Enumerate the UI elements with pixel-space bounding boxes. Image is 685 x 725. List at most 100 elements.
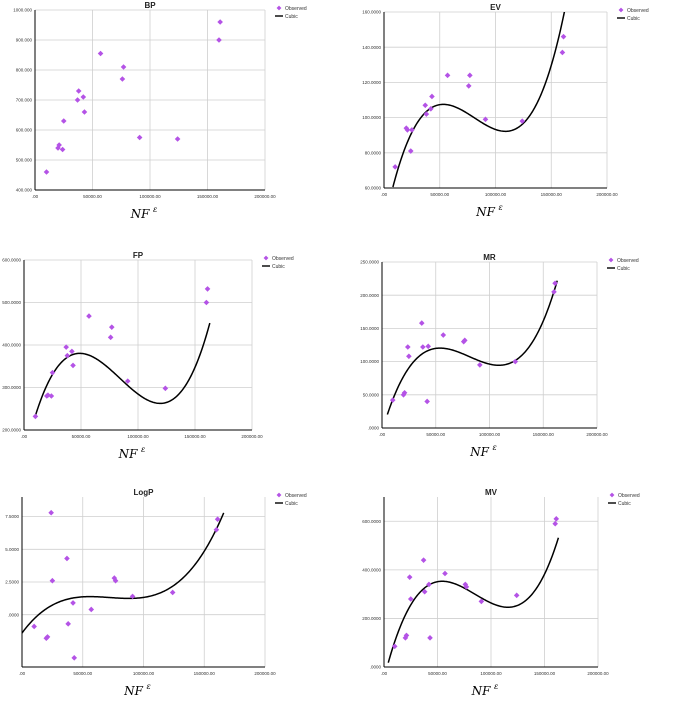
observed-point	[403, 632, 410, 639]
x-tick-label: 100000.00	[127, 434, 149, 439]
observed-point	[477, 362, 483, 368]
legend-cubic-label: Cubic	[618, 501, 631, 507]
observed-point	[560, 33, 567, 40]
x-tick-label: .00	[381, 671, 388, 676]
x-tick-label: 200000.00	[254, 671, 276, 676]
observed-point	[421, 588, 428, 595]
legend-observed-marker	[263, 255, 269, 261]
x-axis-label-superscript: ε	[141, 445, 145, 454]
observed-point	[48, 393, 55, 399]
x-tick-label: 100000.00	[485, 192, 507, 197]
observed-point	[169, 589, 176, 596]
observed-point	[217, 19, 223, 25]
chart-panel-logp: .00 50000.00 100000.00 150000.00 200000.00 .0…	[0, 487, 342, 725]
legend-observed-label: Observed	[627, 8, 649, 14]
y-tick-label: 900.000	[16, 38, 33, 43]
x-axis-label: NF	[118, 447, 139, 461]
cubic-fit-line	[34, 322, 211, 416]
legend-observed-label: Observed	[617, 258, 639, 264]
observed-point	[81, 109, 88, 115]
y-tick-label: 400.000	[16, 188, 33, 193]
legend-observed-marker	[276, 5, 282, 11]
y-tick-label: 1000.000	[13, 8, 32, 13]
observed-point	[124, 378, 131, 384]
x-tick-label: 100000.00	[133, 671, 155, 676]
observed-point	[467, 72, 473, 79]
x-tick-label: 200000.00	[587, 671, 609, 676]
observed-point	[129, 593, 136, 600]
observed-point	[69, 348, 75, 355]
observed-point	[56, 142, 62, 148]
x-axis-label-superscript: ε	[493, 443, 497, 452]
y-tick-label: 5.0000	[5, 547, 19, 552]
legend-observed-label: Observed	[618, 493, 640, 499]
legend-cubic-label: Cubic	[627, 16, 640, 22]
x-tick-label: 50000.00	[428, 671, 447, 676]
observed-point	[60, 118, 67, 124]
observed-point	[64, 555, 70, 562]
observed-point	[32, 413, 39, 420]
x-tick-label: 150000.00	[184, 434, 206, 439]
observed-point	[425, 343, 432, 350]
chart-panel-fp: .00 50000.00 100000.00 150000.00 200000.00 20…	[0, 248, 342, 486]
chart-title: BP	[144, 1, 156, 10]
x-tick-label: 50000.00	[73, 671, 92, 676]
x-axis-label-superscript: ε	[153, 205, 157, 214]
observed-point	[65, 621, 71, 627]
x-axis-label: NF	[123, 684, 144, 698]
observed-point	[214, 516, 221, 523]
observed-point	[75, 88, 82, 94]
observed-point	[64, 352, 71, 359]
y-tick-label: 150.0000	[360, 326, 379, 331]
cubic-fit-line	[387, 537, 560, 663]
chart-fp: .00 50000.00 100000.00 150000.00 200000.00 20…	[2, 251, 294, 461]
observed-point	[402, 635, 409, 641]
observed-point	[162, 385, 169, 392]
observed-point	[444, 72, 451, 79]
chart-panel-ev: .00 50000.00 100000.00 150000.00 200000.00 60…	[342, 0, 684, 238]
observed-point	[391, 643, 398, 650]
x-tick-label: .00	[32, 194, 39, 199]
observed-point	[86, 313, 92, 319]
observed-point	[426, 581, 432, 588]
y-tick-label: 600.0000	[362, 519, 381, 524]
y-tick-label: 7.5000	[5, 514, 19, 519]
observed-point	[44, 634, 51, 640]
observed-point	[409, 127, 415, 133]
chart-ev: .00 50000.00 100000.00 150000.00 200000.00 60…	[362, 3, 649, 219]
x-tick-label: 150000.00	[534, 671, 556, 676]
legend-cubic-label: Cubic	[285, 501, 298, 507]
chart-title: LogP	[134, 488, 155, 497]
x-tick-label: 200000.00	[596, 192, 618, 197]
observed-point	[482, 116, 489, 123]
chart-logp: .00 50000.00 100000.00 150000.00 200000.00 .0…	[5, 488, 307, 698]
legend-observed-marker	[618, 7, 624, 13]
x-tick-label: 200000.00	[586, 432, 608, 437]
observed-point	[48, 509, 54, 516]
observed-point	[74, 97, 81, 103]
chart-panel-mr: .00 50000.00 100000.00 150000.00 200000.00 .0…	[342, 248, 684, 486]
observed-point	[203, 299, 210, 306]
observed-point	[204, 286, 211, 292]
y-tick-label: 300.0000	[2, 385, 21, 390]
cubic-fit-line	[386, 280, 558, 415]
observed-point	[216, 37, 222, 43]
legend-cubic-label: Cubic	[272, 264, 285, 270]
x-tick-label: 200000.00	[254, 194, 276, 199]
y-tick-label: 800.000	[16, 68, 33, 73]
observed-point	[513, 592, 520, 599]
x-tick-label: 150000.00	[541, 192, 563, 197]
observed-point	[70, 600, 76, 606]
x-axis-label-superscript: ε	[494, 682, 498, 691]
observed-point	[120, 64, 127, 70]
observed-point	[406, 353, 412, 360]
x-tick-label: 150000.00	[194, 671, 216, 676]
y-tick-label: 200.0000	[2, 428, 21, 433]
y-tick-label: 400.0000	[2, 343, 21, 348]
y-tick-label: 2.5000	[5, 580, 19, 585]
observed-point	[45, 392, 51, 398]
legend-cubic-label: Cubic	[285, 14, 298, 20]
legend-observed-marker	[609, 492, 615, 498]
chart-panel-mv: .00 50000.00 100000.00 150000.00 200000.00 .0…	[342, 487, 684, 725]
observed-point	[111, 575, 118, 581]
